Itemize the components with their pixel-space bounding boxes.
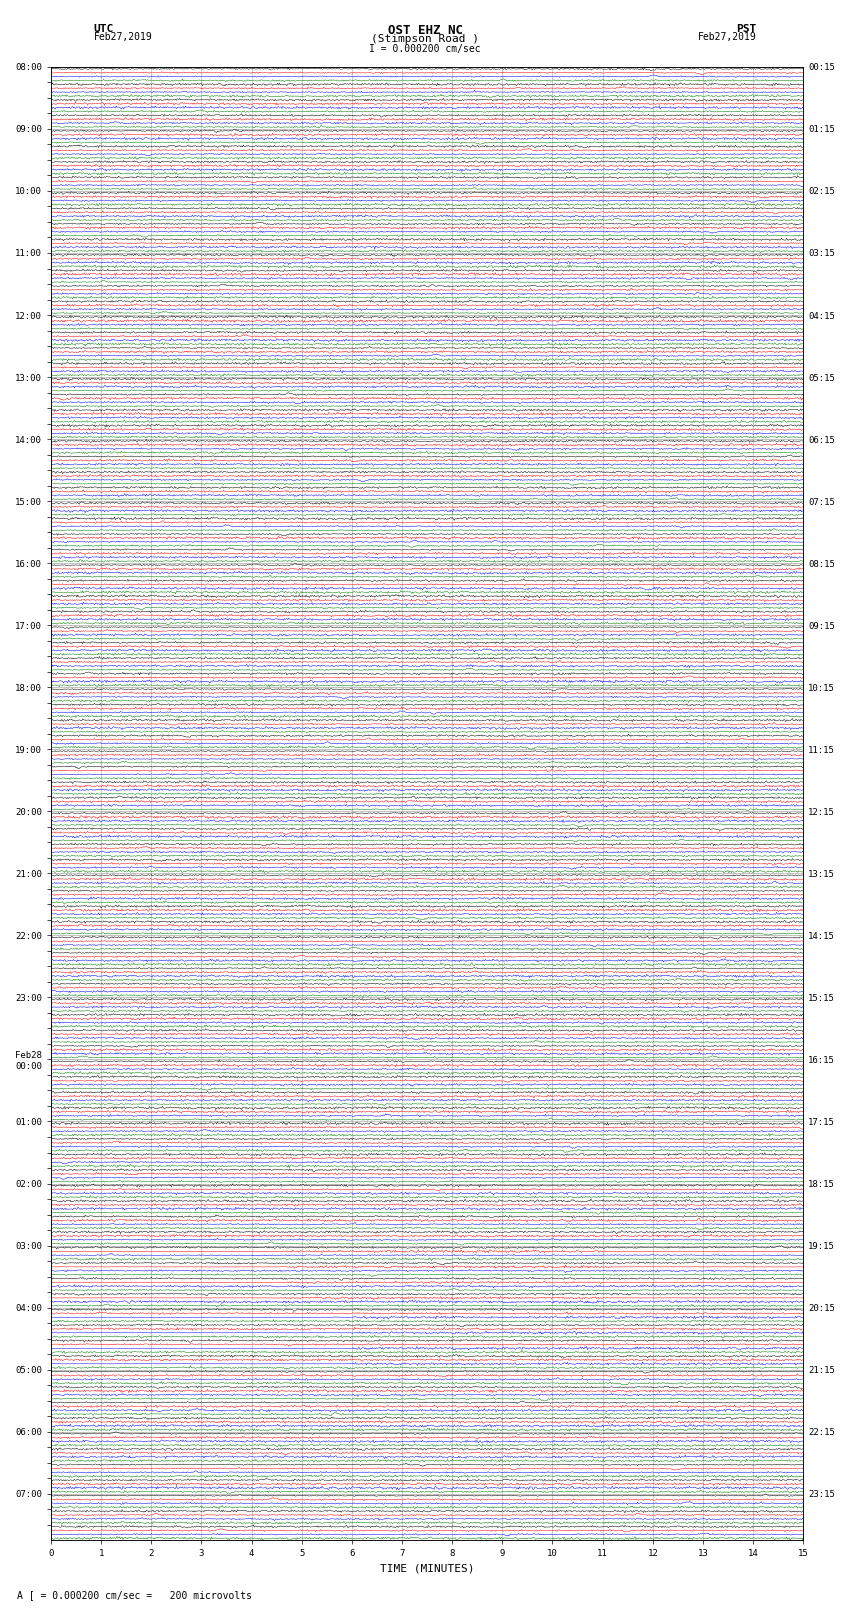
Text: UTC: UTC (94, 24, 114, 34)
Text: I = 0.000200 cm/sec: I = 0.000200 cm/sec (369, 44, 481, 53)
Text: OST EHZ NC: OST EHZ NC (388, 24, 462, 37)
Text: (Stimpson Road ): (Stimpson Road ) (371, 34, 479, 44)
Text: Feb27,2019: Feb27,2019 (94, 32, 152, 42)
Text: Feb27,2019: Feb27,2019 (698, 32, 756, 42)
X-axis label: TIME (MINUTES): TIME (MINUTES) (380, 1565, 474, 1574)
Text: PST: PST (736, 24, 756, 34)
Text: A [ = 0.000200 cm/sec =   200 microvolts: A [ = 0.000200 cm/sec = 200 microvolts (17, 1590, 252, 1600)
